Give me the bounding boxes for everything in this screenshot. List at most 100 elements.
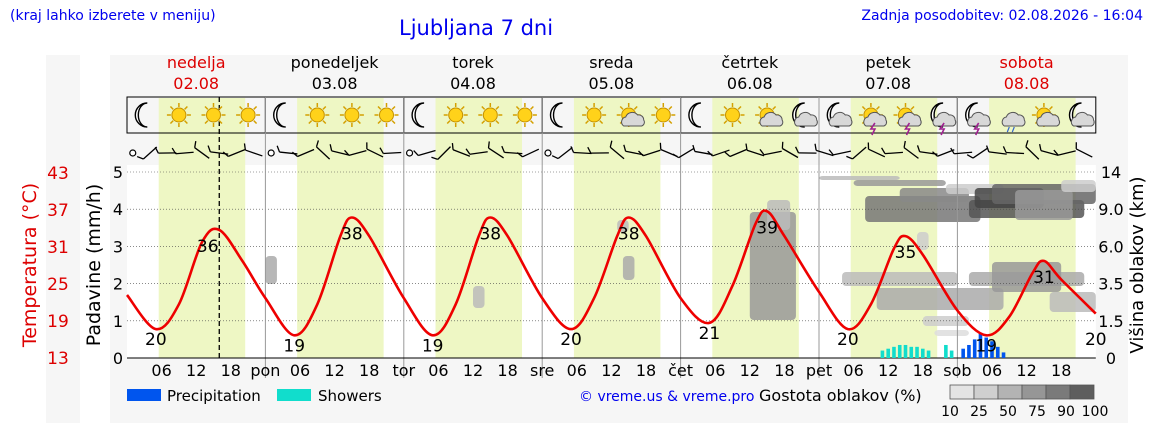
day-name: četrtek (721, 53, 779, 72)
day-name: nedelja (167, 53, 226, 72)
sun-ray (481, 120, 486, 125)
wind-barb-shaft (763, 150, 782, 156)
wind-barb-feather (724, 151, 731, 158)
sun-ray (357, 105, 361, 110)
sun-ray (654, 105, 659, 110)
moon-icon (411, 102, 425, 128)
shower-bar (921, 348, 925, 358)
temperature-value-label: 31 (1033, 268, 1055, 288)
sun-cloud-icon (1031, 103, 1061, 127)
sun-ray (204, 120, 209, 125)
wind-barb-symbol (932, 149, 955, 157)
cloud-density-swatch (949, 384, 975, 400)
wind-barb-feather (966, 154, 974, 159)
wind-barb-shaft (366, 148, 384, 158)
sun-storm-icon (858, 103, 888, 136)
temperature-value-label: 39 (756, 218, 778, 238)
sun-disc (448, 107, 464, 123)
sun-ray (758, 105, 762, 110)
shower-bar (892, 346, 896, 358)
sun-ray (515, 120, 520, 125)
cloud-shape (932, 111, 957, 127)
sun-disc (482, 107, 498, 123)
wind-barb-shaft (488, 147, 504, 159)
sun-icon (236, 103, 261, 127)
wind-barb-shaft (316, 146, 331, 160)
wind-barb-symbol (136, 146, 158, 160)
hour-tick-label: 06 (428, 361, 448, 380)
wind-barb-shaft (782, 147, 799, 159)
wind-barb-feather (794, 146, 800, 154)
temperature-value-label: 20 (560, 330, 582, 350)
hour-tick-label: 06 (982, 361, 1002, 380)
day-date: 06.08 (727, 74, 773, 93)
wind-barb-feather (916, 145, 921, 152)
hour-tick-label: 12 (463, 361, 483, 380)
hour-tick-label: 18 (359, 361, 379, 380)
cloud-height-axis-label: Višina oblakov (km) (1127, 176, 1148, 353)
region-note[interactable]: (kraj lahko izberete v meniju) (10, 8, 216, 24)
wind-barb-symbol (171, 147, 194, 155)
wind-barb-symbol (828, 149, 852, 156)
temperature-value-label: 36 (197, 237, 219, 257)
wind-barb-symbol (344, 149, 367, 156)
wind-barb-feather (985, 145, 990, 153)
sun-icon (512, 103, 537, 127)
day-name: torek (452, 53, 494, 72)
sun-cloud-icon (755, 103, 784, 127)
cloud-density-swatch (997, 384, 1023, 400)
sun-disc (309, 107, 325, 123)
sun-ray (1034, 105, 1039, 110)
shower-bar (915, 346, 919, 358)
sun-icon (374, 103, 399, 127)
day-name: sobota (1000, 53, 1054, 72)
sun-ray (308, 105, 313, 110)
wind-barb-shaft (348, 150, 367, 156)
sun-icon (166, 103, 191, 127)
wind-barb-feather (379, 147, 384, 154)
sun-ray (446, 120, 451, 125)
wind-barb-symbol (966, 147, 989, 159)
wind-barb-symbol (243, 143, 263, 157)
day-short-label: tor (392, 361, 415, 380)
cloud-height-tick-label: 1.5 (1098, 312, 1123, 331)
cloud-density-step-label: 75 (1028, 404, 1046, 420)
sun-icon (478, 103, 503, 127)
wind-barb-feather (194, 140, 197, 148)
temperature-tick-label: 43 (47, 164, 69, 184)
sun-ray (169, 105, 174, 110)
wind-barb-shaft (625, 150, 644, 156)
sun-ray (377, 120, 382, 125)
sun-ray (599, 105, 604, 110)
precipitation-bar (972, 339, 977, 358)
wind-barb-feather (501, 145, 505, 153)
cloud-patch (767, 200, 791, 230)
cloud-density-step-label: 25 (970, 404, 988, 420)
precipitation-bar (961, 348, 965, 358)
wind-barb-feather (431, 156, 439, 160)
shower-bar (909, 346, 914, 358)
wind-barb-feather (932, 151, 938, 157)
sun-ray (910, 105, 915, 110)
wind-barb-feather (487, 141, 490, 149)
wind-barb-feather (1025, 140, 1029, 147)
wind-barb-feather (366, 142, 368, 150)
sun-ray (460, 105, 465, 110)
wind-barb-symbol (867, 142, 886, 158)
wind-barb-shaft (194, 147, 210, 159)
wind-barb-feather (638, 150, 644, 157)
wind-barb-feather (587, 146, 592, 154)
day-date: 02.08 (173, 74, 219, 93)
wind-barb-symbol (846, 146, 867, 160)
wind-barb-feather (451, 143, 454, 150)
sun-disc (344, 107, 360, 123)
wind-barb-feather (759, 149, 765, 156)
wind-barb-feather (692, 144, 696, 152)
moon-storm-icon (930, 102, 957, 136)
page-title: Ljubljana 7 dni (399, 16, 554, 40)
temperature-value-label: 20 (145, 330, 167, 350)
credit-text: © vreme.us & vreme.pro (579, 389, 754, 405)
wind-barb-shaft (1058, 150, 1076, 156)
wind-barb-shaft (954, 151, 973, 155)
rain-drop (1011, 126, 1015, 133)
